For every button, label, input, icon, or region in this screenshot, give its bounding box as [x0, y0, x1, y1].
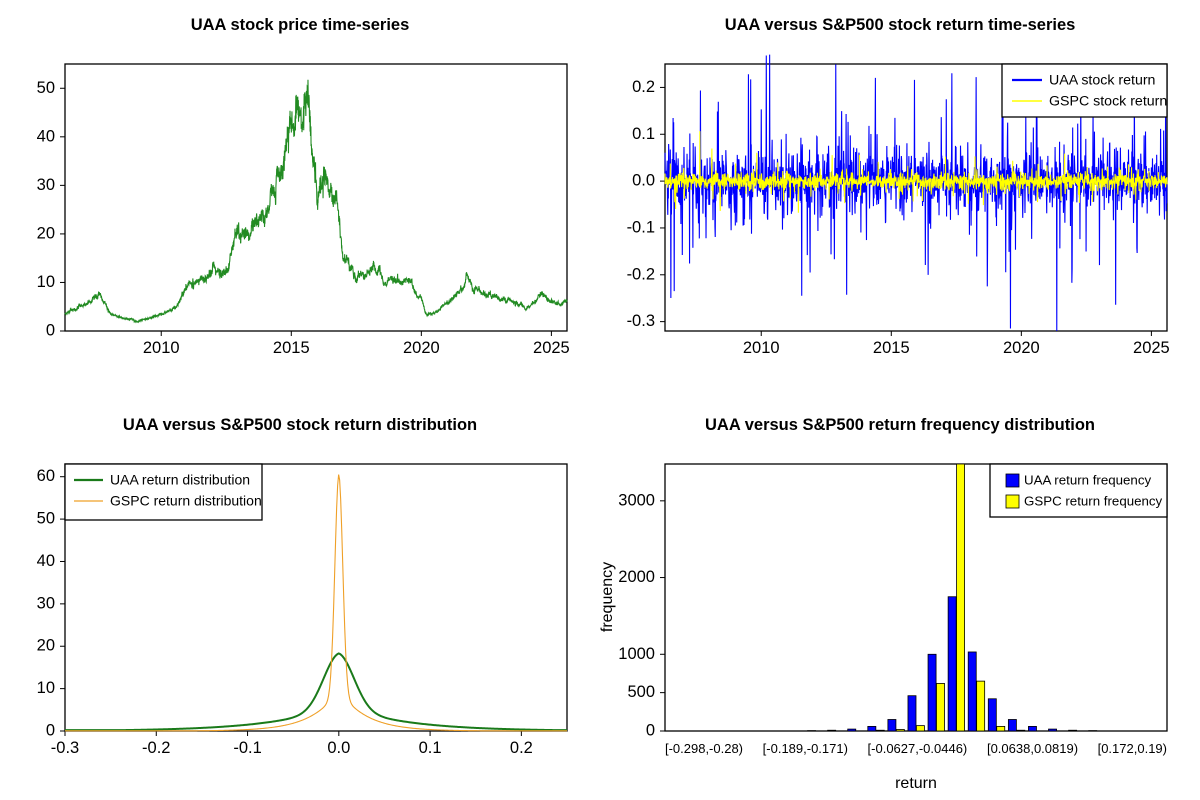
- svg-text:50: 50: [37, 79, 55, 97]
- svg-text:2010: 2010: [143, 339, 180, 357]
- svg-text:[-0.0627,-0.0446): [-0.0627,-0.0446): [868, 741, 968, 756]
- svg-text:30: 30: [37, 176, 55, 194]
- svg-text:2000: 2000: [618, 568, 655, 586]
- svg-text:-0.2: -0.2: [142, 739, 170, 757]
- svg-text:frequency: frequency: [600, 562, 616, 632]
- svg-text:50: 50: [37, 510, 55, 528]
- svg-text:UAA stock return: UAA stock return: [1049, 73, 1155, 89]
- svg-text:10: 10: [37, 679, 55, 697]
- svg-text:UAA return frequency: UAA return frequency: [1024, 473, 1151, 488]
- svg-text:[0.0638,0.0819): [0.0638,0.0819): [987, 741, 1078, 756]
- svg-text:2025: 2025: [533, 339, 570, 357]
- svg-text:2015: 2015: [273, 339, 310, 357]
- svg-text:-0.2: -0.2: [627, 265, 655, 283]
- svg-text:20: 20: [37, 637, 55, 655]
- svg-text:0.0: 0.0: [632, 172, 655, 190]
- svg-text:2010: 2010: [743, 339, 780, 357]
- svg-text:2020: 2020: [403, 339, 440, 357]
- svg-text:2025: 2025: [1133, 339, 1170, 357]
- svg-text:GSPC stock return: GSPC stock return: [1049, 94, 1167, 110]
- svg-text:-0.1: -0.1: [233, 739, 261, 757]
- svg-text:2015: 2015: [873, 339, 910, 357]
- svg-text:500: 500: [627, 683, 655, 701]
- svg-text:60: 60: [37, 467, 55, 485]
- svg-text:[-0.298,-0.28): [-0.298,-0.28): [665, 741, 743, 756]
- svg-text:0.1: 0.1: [632, 125, 655, 143]
- svg-text:30: 30: [37, 594, 55, 612]
- svg-text:-0.1: -0.1: [627, 218, 655, 236]
- svg-text:GSPC return frequency: GSPC return frequency: [1024, 494, 1163, 509]
- svg-text:2020: 2020: [1003, 339, 1040, 357]
- svg-text:0: 0: [646, 722, 655, 740]
- svg-text:0.1: 0.1: [419, 739, 442, 757]
- svg-text:20: 20: [37, 224, 55, 242]
- svg-text:0: 0: [46, 722, 55, 740]
- svg-text:40: 40: [37, 552, 55, 570]
- svg-text:[0.172,0.19): [0.172,0.19): [1098, 741, 1167, 756]
- svg-text:0.2: 0.2: [632, 78, 655, 96]
- svg-text:0.2: 0.2: [510, 739, 533, 757]
- svg-text:[-0.189,-0.171): [-0.189,-0.171): [763, 741, 848, 756]
- svg-text:UAA return distribution: UAA return distribution: [110, 472, 250, 488]
- svg-text:0: 0: [46, 322, 55, 340]
- svg-text:0.0: 0.0: [327, 739, 350, 757]
- svg-text:return: return: [895, 775, 937, 792]
- svg-text:10: 10: [37, 273, 55, 291]
- svg-text:3000: 3000: [618, 491, 655, 509]
- svg-text:-0.3: -0.3: [51, 739, 79, 757]
- svg-text:1000: 1000: [618, 645, 655, 663]
- svg-text:-0.3: -0.3: [627, 312, 655, 330]
- svg-text:40: 40: [37, 127, 55, 145]
- svg-text:GSPC return distribution: GSPC return distribution: [110, 493, 262, 509]
